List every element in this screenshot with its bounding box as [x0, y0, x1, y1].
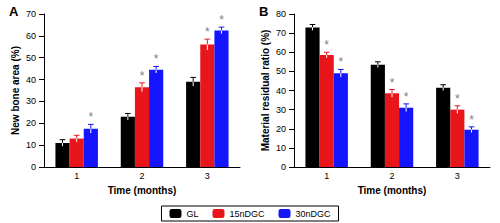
svg-text:GL: GL [186, 209, 198, 219]
svg-text:0: 0 [281, 162, 286, 172]
svg-text:50: 50 [276, 66, 286, 76]
svg-text:20: 20 [276, 124, 286, 134]
svg-text:B: B [259, 4, 268, 19]
svg-text:1: 1 [324, 171, 329, 181]
svg-text:*: * [88, 110, 93, 124]
svg-text:*: * [154, 52, 159, 66]
svg-text:*: * [469, 113, 474, 127]
svg-text:15nDGC: 15nDGC [229, 209, 265, 219]
svg-text:30nDGC: 30nDGC [296, 209, 332, 219]
svg-text:40: 40 [276, 86, 286, 96]
svg-text:30: 30 [26, 96, 36, 106]
svg-text:40: 40 [26, 75, 36, 85]
svg-text:3: 3 [455, 171, 460, 181]
svg-text:70: 70 [276, 28, 286, 38]
svg-text:10: 10 [26, 140, 36, 150]
svg-text:Material residual ratio (%): Material residual ratio (%) [260, 30, 271, 152]
svg-text:2: 2 [389, 171, 394, 181]
svg-text:*: * [338, 55, 343, 69]
svg-text:*: * [219, 13, 224, 27]
svg-text:80: 80 [276, 9, 286, 19]
svg-text:0: 0 [31, 162, 36, 172]
svg-text:2: 2 [139, 171, 144, 181]
svg-text:*: * [404, 90, 409, 104]
svg-text:*: * [140, 69, 145, 83]
svg-text:*: * [205, 25, 210, 39]
svg-text:1: 1 [74, 171, 79, 181]
svg-text:*: * [324, 38, 329, 52]
svg-text:3: 3 [205, 171, 210, 181]
svg-text:60: 60 [26, 31, 36, 41]
svg-text:50: 50 [26, 53, 36, 63]
svg-text:A: A [9, 4, 19, 19]
svg-text:*: * [390, 76, 395, 90]
svg-text:New bone area (%): New bone area (%) [10, 46, 21, 135]
svg-text:Time (months): Time (months) [358, 185, 427, 196]
svg-text:*: * [455, 92, 460, 106]
svg-text:Time (months): Time (months) [108, 185, 177, 196]
svg-text:30: 30 [276, 105, 286, 115]
svg-text:10: 10 [276, 143, 286, 153]
svg-text:60: 60 [276, 47, 286, 57]
svg-text:70: 70 [26, 9, 36, 19]
svg-text:20: 20 [26, 118, 36, 128]
